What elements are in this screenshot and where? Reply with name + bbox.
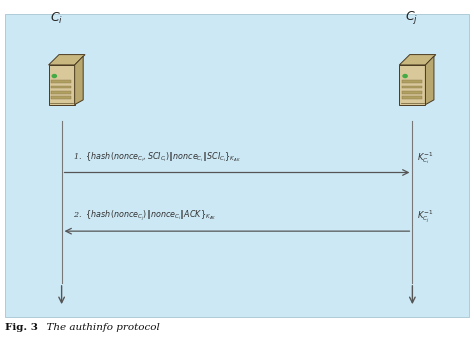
Text: 2.  $\{hash(nonce_{C_j}) \| nonce_{C_i} \| ACK\}_{K_{AK}}$: 2. $\{hash(nonce_{C_j}) \| nonce_{C_i} \… xyxy=(73,208,217,223)
Bar xyxy=(402,91,421,93)
FancyBboxPatch shape xyxy=(399,65,426,105)
Bar xyxy=(51,80,71,83)
Text: $C_i$: $C_i$ xyxy=(50,11,63,26)
Text: $K_{C_i}^{-1}$: $K_{C_i}^{-1}$ xyxy=(417,150,433,166)
Circle shape xyxy=(403,75,407,78)
Bar xyxy=(51,96,71,99)
FancyBboxPatch shape xyxy=(5,14,469,317)
Bar xyxy=(402,96,421,99)
Polygon shape xyxy=(399,55,436,65)
Circle shape xyxy=(52,75,56,78)
Polygon shape xyxy=(48,55,85,65)
Bar xyxy=(402,86,421,88)
Bar xyxy=(51,91,71,93)
Text: The authinfo protocol: The authinfo protocol xyxy=(40,323,160,332)
Polygon shape xyxy=(426,56,434,105)
Bar xyxy=(402,80,421,83)
Text: $K_{C_j}^{-1}$: $K_{C_j}^{-1}$ xyxy=(417,208,433,225)
Bar xyxy=(51,86,71,88)
Text: Fig. 3: Fig. 3 xyxy=(5,323,37,332)
Polygon shape xyxy=(75,56,83,105)
Text: $C_j$: $C_j$ xyxy=(405,9,419,26)
FancyBboxPatch shape xyxy=(48,65,75,105)
Text: 1.  $\{hash(nonce_{C_i},SCI_{C_i}) \| nonce_{C_i} \| SCI_{C_i}\}_{K_{AK}}$: 1. $\{hash(nonce_{C_i},SCI_{C_i}) \| non… xyxy=(73,150,242,164)
